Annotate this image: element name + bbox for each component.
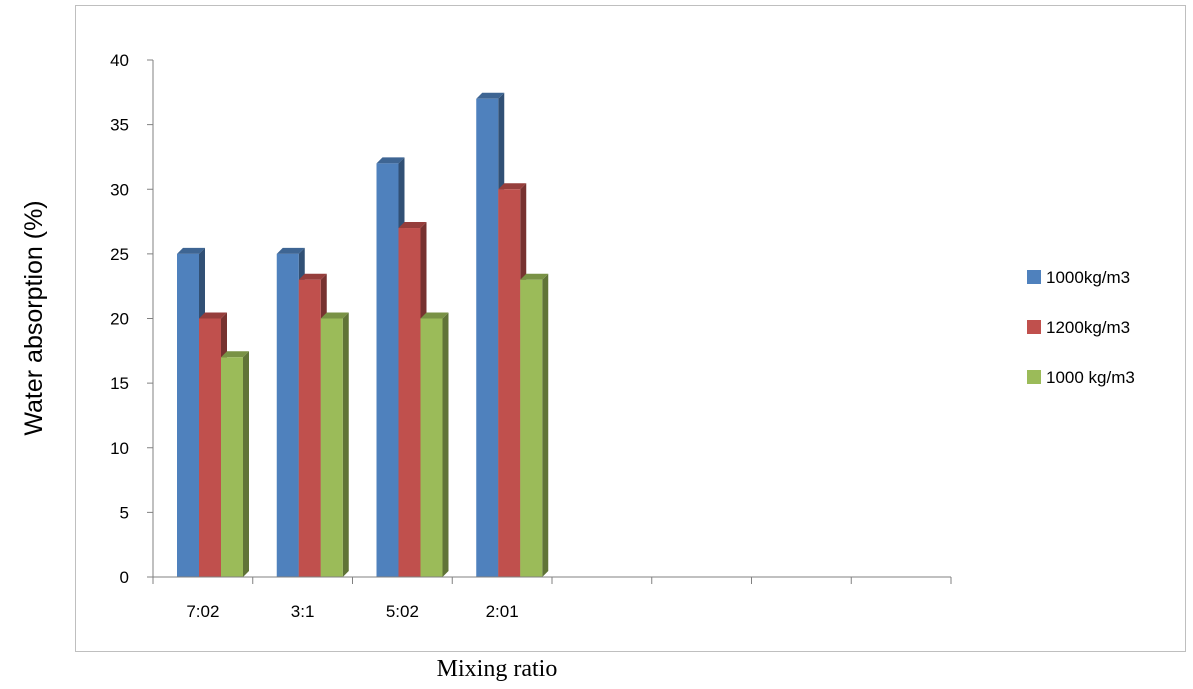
- bar-top: [298, 273, 327, 280]
- bar-top: [199, 312, 227, 319]
- bar: [420, 312, 449, 577]
- y-tick-label: 40: [110, 51, 129, 70]
- bar-front: [320, 318, 343, 577]
- bar: [320, 312, 349, 577]
- y-tick-label: 5: [120, 503, 129, 522]
- bar-top: [177, 247, 205, 254]
- legend-item: 1000 kg/m3: [1027, 368, 1135, 387]
- bar-front: [199, 318, 221, 577]
- bar-front: [476, 98, 499, 578]
- bar-top: [476, 92, 505, 99]
- legend-item: 1000kg/m3: [1027, 268, 1130, 287]
- chart-border: [75, 5, 1186, 652]
- x-tick-label: 7:02: [186, 602, 219, 621]
- bar-front: [276, 253, 299, 577]
- bar: [520, 273, 549, 577]
- bar-front: [376, 163, 399, 577]
- legend-item: 1200kg/m3: [1027, 318, 1130, 337]
- x-axis-label: Mixing ratio: [437, 656, 558, 682]
- bar-top: [276, 247, 305, 254]
- ticks-layer: 0 5 10 15 20 25 30 35 40 7:02 3:1 5:02 2:01: [110, 51, 519, 621]
- bar-side: [542, 273, 549, 577]
- bar: [221, 351, 249, 577]
- bar-front: [420, 318, 443, 577]
- bar-top: [221, 351, 249, 358]
- legend-swatch: [1027, 270, 1041, 284]
- legend-swatch: [1027, 320, 1041, 334]
- x-tick-label: 2:01: [486, 602, 519, 621]
- legend-label: 1000 kg/m3: [1046, 368, 1135, 387]
- legend-label: 1200kg/m3: [1046, 318, 1130, 337]
- bar-front: [177, 253, 199, 577]
- bar-side: [442, 312, 449, 577]
- bars-layer: [177, 92, 549, 578]
- bar-side: [342, 312, 349, 577]
- y-tick-label: 20: [110, 310, 129, 329]
- x-tick-label: 5:02: [386, 602, 419, 621]
- y-tick-label: 35: [110, 116, 129, 135]
- legend-label: 1000kg/m3: [1046, 268, 1130, 287]
- legend: 1000kg/m3 1200kg/m3 1000 kg/m3: [1027, 268, 1135, 387]
- legend-swatch: [1027, 370, 1041, 384]
- y-axis-label: Water absorption (%): [20, 200, 48, 435]
- y-tick-label: 15: [110, 374, 129, 393]
- bar-front: [298, 279, 321, 577]
- axes-layer: [147, 59, 952, 584]
- bar-top: [376, 157, 405, 164]
- x-tick-label: 3:1: [291, 602, 315, 621]
- bar-side: [243, 351, 249, 577]
- bar-front: [398, 228, 421, 577]
- bar-front: [221, 357, 243, 577]
- bar-top: [398, 222, 427, 229]
- y-tick-label: 25: [110, 245, 129, 264]
- y-tick-label: 0: [120, 568, 129, 587]
- bar-top: [420, 312, 449, 319]
- y-tick-label: 10: [110, 439, 129, 458]
- bar-top: [320, 312, 349, 319]
- bar-front: [498, 189, 521, 577]
- y-tick-label: 30: [110, 180, 129, 199]
- bar-top: [498, 183, 527, 190]
- bar-front: [520, 279, 543, 577]
- bar-top: [520, 273, 549, 280]
